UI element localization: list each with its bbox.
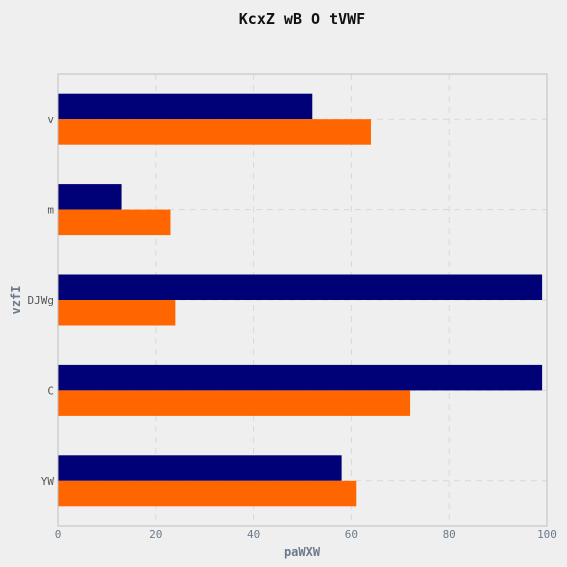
y-tick-label: v	[47, 113, 54, 126]
x-tick-label: 80	[443, 528, 456, 541]
y-tick-label: C	[47, 384, 54, 397]
bar-series-2	[58, 300, 176, 326]
x-axis-label: paWXW	[284, 545, 321, 559]
bar-series-1	[58, 184, 122, 210]
bar-series-1	[58, 364, 543, 391]
y-tick-label: m	[47, 204, 54, 217]
bar-series-1	[58, 93, 313, 120]
bar-series-2	[58, 480, 357, 507]
x-tick-label: 20	[149, 528, 162, 541]
bar-series-2	[58, 390, 411, 416]
y-tick-label: DJWg	[28, 294, 55, 307]
x-tick-label: 100	[537, 528, 557, 541]
x-ticks: 0 20 40 60 80 100	[55, 528, 557, 541]
bars	[58, 93, 543, 507]
y-ticks: v m DJWg C YW	[28, 113, 55, 488]
bar-series-1	[58, 274, 543, 300]
x-tick-label: 40	[247, 528, 260, 541]
chart-title: KcxZ wB O tVWF	[239, 10, 365, 28]
x-tick-label: 0	[55, 528, 62, 541]
x-tick-label: 60	[345, 528, 358, 541]
bar-series-1	[58, 455, 342, 481]
y-axis-label: vzfI	[9, 286, 23, 315]
bar-series-2	[58, 209, 171, 236]
plot-frame	[57, 73, 548, 527]
bar-series-2	[58, 119, 371, 145]
y-tick-label: YW	[41, 475, 55, 488]
